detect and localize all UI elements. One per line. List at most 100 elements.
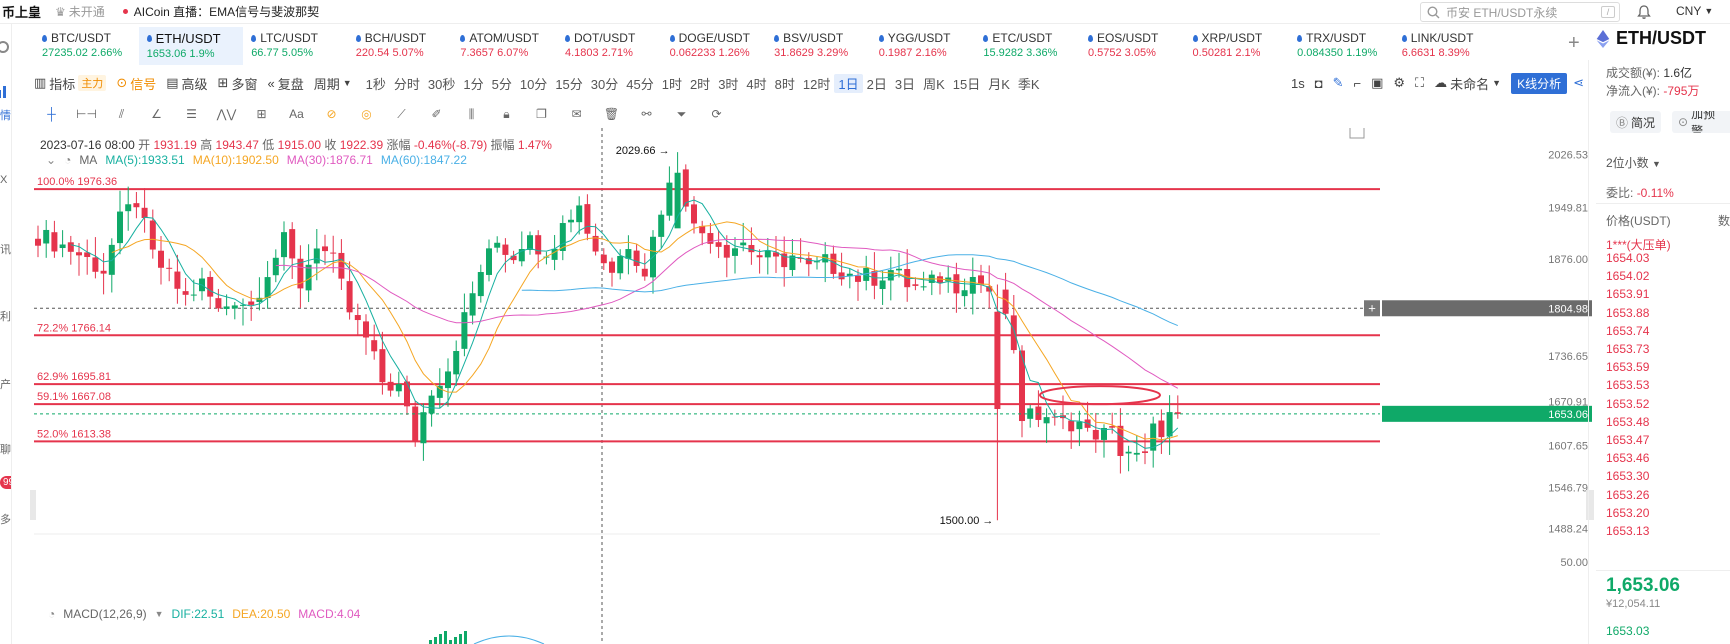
candle-body[interactable] (576, 205, 583, 223)
candle-body[interactable] (633, 250, 640, 266)
period-option[interactable]: 月K (988, 76, 1010, 92)
macd-label[interactable]: MACD(12,26,9) (63, 607, 147, 621)
magnet-tool-icon[interactable]: ⊘ (326, 107, 337, 121)
candle-body[interactable] (1142, 451, 1148, 453)
settings-icon[interactable]: ⚙ (1393, 75, 1406, 90)
ask-price[interactable]: 1653.13 (1606, 524, 1650, 538)
candle-body[interactable] (469, 293, 476, 316)
candle-body[interactable] (969, 276, 976, 294)
brief-button[interactable]: Ⓑ 简况 (1610, 111, 1662, 133)
candle-body[interactable] (978, 275, 984, 285)
candle-body[interactable] (510, 255, 517, 261)
left-collapse-handle[interactable] (30, 490, 36, 520)
ask-price[interactable]: 1653.88 (1606, 305, 1650, 320)
candle-body[interactable] (174, 271, 181, 289)
candle-body[interactable] (658, 214, 665, 237)
right-collapse-handle[interactable] (1586, 490, 1594, 520)
expand-chart-icon[interactable] (1349, 128, 1365, 139)
signal-button[interactable]: ⊙ 信号 (116, 74, 156, 93)
candle-body[interactable] (994, 311, 1001, 410)
ask-price[interactable]: 1653.46 (1606, 451, 1650, 466)
candle-body[interactable] (682, 169, 689, 207)
candle-body[interactable] (297, 258, 304, 289)
ticker-tab[interactable]: ETH/USDT 1653.06 1.9% (138, 27, 244, 65)
candle-body[interactable] (1043, 417, 1050, 424)
horizontal-line-tool-icon[interactable]: ⊢⊣ (76, 107, 97, 121)
candlestick-chart[interactable]: 2026.53 1949.81 1876.00 1804.98 1736.65 1670.… (34, 128, 1594, 644)
ruler-tool-icon[interactable]: ⟋ (397, 106, 406, 121)
candle-body[interactable] (149, 220, 156, 250)
candle-body[interactable] (535, 235, 542, 255)
candle-body[interactable] (1174, 412, 1181, 414)
candle-body[interactable] (1150, 423, 1157, 451)
candle-body[interactable] (428, 395, 435, 414)
filter-tool-icon[interactable]: ⏷ (676, 106, 687, 121)
candle-body[interactable] (223, 306, 230, 309)
legend-collapse-icon[interactable]: ⌄ (46, 153, 57, 167)
candle-body[interactable] (666, 182, 673, 216)
candle-body[interactable] (699, 225, 706, 234)
ticker-tab[interactable]: DOGE/USDT 0.062233 1.26% (662, 27, 767, 65)
candle-body[interactable] (346, 281, 353, 313)
layout-icon[interactable]: ▣ (1371, 75, 1384, 90)
fullscreen-icon[interactable]: ⛶ (1415, 75, 1425, 90)
candle-body[interactable] (330, 252, 337, 254)
ask-price[interactable]: 1653.91 (1606, 287, 1650, 302)
candle-body[interactable] (953, 274, 960, 294)
currency-select[interactable]: CNY ▼ (1676, 4, 1713, 18)
brand-name[interactable]: 币上皇 (2, 5, 42, 20)
nav-item-chat[interactable]: 聊 (0, 444, 11, 456)
subscription-status[interactable]: ♛ 未开通 (55, 3, 105, 20)
decimals-select[interactable]: 2位小数 ▼ (1606, 154, 1661, 171)
candle-body[interactable] (486, 248, 492, 275)
candle-body[interactable] (1109, 426, 1116, 428)
candle-body[interactable] (937, 276, 943, 284)
period-option[interactable]: 周K (923, 76, 945, 92)
candle-body[interactable] (453, 351, 460, 375)
add-tab-button[interactable]: + (1568, 32, 1580, 54)
period-option[interactable]: 10分 (519, 76, 548, 92)
candle-body[interactable] (256, 297, 263, 302)
candle-body[interactable] (1002, 289, 1009, 314)
candle-body[interactable] (551, 248, 558, 260)
live-banner[interactable]: AICoin 直播：EMA信号与斐波那契 (122, 3, 319, 20)
candle-body[interactable] (773, 252, 779, 257)
measure-tool-icon[interactable]: ⊞ (256, 107, 267, 121)
candle-body[interactable] (896, 268, 902, 271)
candle-body[interactable] (1035, 406, 1042, 420)
candle-body[interactable] (354, 315, 361, 321)
period-option[interactable]: 1日 (834, 73, 863, 93)
text-tool-icon[interactable]: Aa (289, 107, 304, 121)
candle-body[interactable] (871, 271, 878, 286)
candle-body[interactable] (395, 384, 402, 392)
period-option[interactable]: 3时 (718, 76, 739, 92)
candle-body[interactable] (281, 232, 287, 258)
candle-body[interactable] (182, 291, 189, 295)
annotation-ellipse[interactable] (1039, 385, 1161, 406)
bell-icon[interactable] (1636, 4, 1652, 20)
candle-body[interactable] (559, 223, 566, 251)
chevron-down-icon[interactable]: ▼ (154, 609, 164, 619)
pen-icon[interactable]: ✎ (1332, 75, 1344, 90)
candle-body[interactable] (797, 257, 804, 259)
candle-body[interactable] (371, 340, 378, 352)
search-box[interactable]: 币安 ETH/USDT永续 / (1420, 2, 1620, 22)
gann-tool-icon[interactable]: ◎ (361, 107, 372, 121)
candle-body[interactable] (1133, 452, 1140, 455)
candle-body[interactable] (625, 249, 632, 259)
nav-item-news[interactable]: 讯 (0, 244, 11, 256)
refresh-tool-icon[interactable]: ⟳ (711, 107, 722, 121)
ask-price[interactable]: 1653.73 (1606, 342, 1650, 356)
candle-body[interactable] (264, 277, 271, 299)
candle-body[interactable] (207, 276, 214, 297)
candle-body[interactable] (748, 245, 755, 253)
crop-icon[interactable]: ⌐ (1353, 75, 1362, 91)
candle-body[interactable] (592, 235, 599, 252)
candle-body[interactable] (764, 250, 771, 258)
candle-body[interactable] (35, 238, 41, 246)
cloud-layout-select[interactable]: ☁ 未命名 ▼ (1434, 74, 1501, 93)
candle-body[interactable] (641, 268, 648, 277)
candle-body[interactable] (1068, 420, 1075, 432)
candle-body[interactable] (1158, 420, 1165, 438)
candle-body[interactable] (436, 385, 443, 398)
